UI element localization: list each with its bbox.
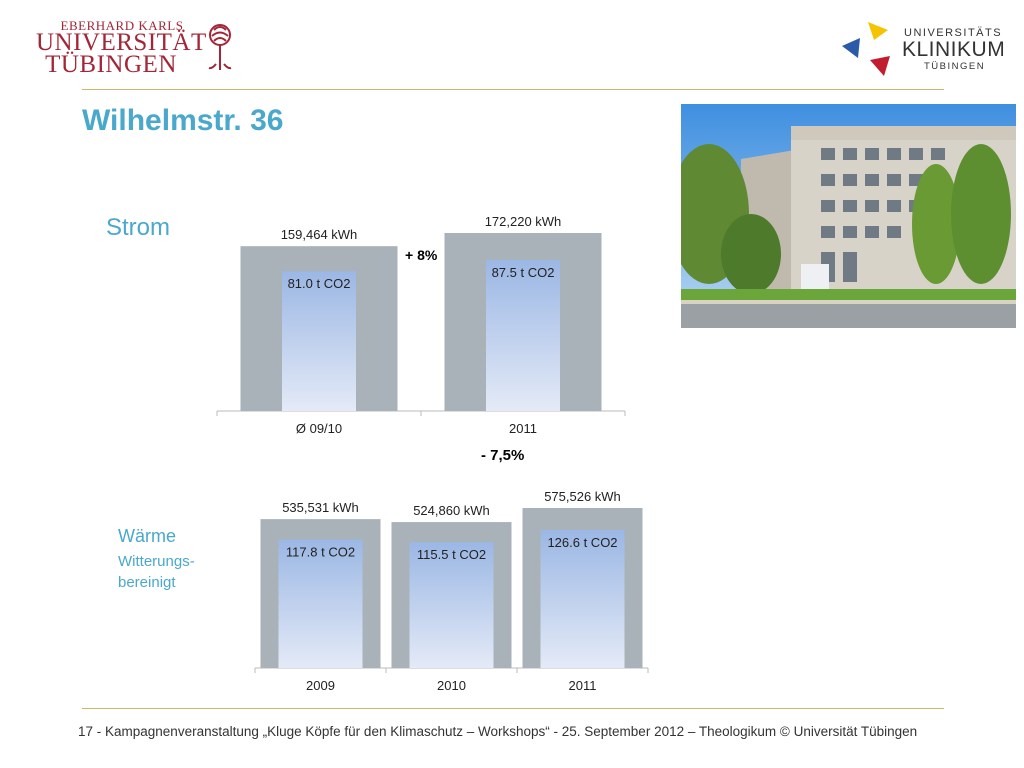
- category-tick-label: 2011: [569, 678, 597, 693]
- header-divider: [82, 89, 944, 90]
- klinikum-logo-line1: UNIVERSITÄTS: [904, 27, 1003, 39]
- co2-bar: [278, 539, 363, 668]
- kwh-data-label: 172,220 kWh: [485, 214, 562, 229]
- waerme-label: Wärme: [118, 526, 176, 546]
- co2-data-label: 87.5 t CO2: [492, 265, 555, 280]
- building-photo: [681, 104, 1016, 328]
- kwh-data-label: 575,526 kWh: [544, 489, 621, 504]
- category-tick-label: 2010: [437, 678, 466, 693]
- co2-bar: [540, 530, 625, 668]
- palm-tree-icon: [208, 24, 232, 70]
- co2-bar: [486, 260, 560, 411]
- kwh-data-label: 159,464 kWh: [281, 227, 358, 242]
- co2-data-label: 117.8 t CO2: [286, 545, 355, 560]
- footer-divider: [82, 708, 944, 709]
- co2-data-label: 81.0 t CO2: [288, 276, 351, 291]
- category-tick-label: 2009: [306, 678, 335, 693]
- kwh-data-label: 535,531 kWh: [282, 500, 359, 515]
- uni-logo-small-text: EBERHARD KARLS: [60, 18, 184, 33]
- klinikum-logo-icon: [842, 22, 890, 76]
- uni-logo-line2: TÜBINGEN: [45, 51, 177, 78]
- klinikum-logo-line2: KLINIKUM: [902, 38, 1006, 61]
- waerme-change-label: - 7,5%: [481, 447, 525, 464]
- page-title: Wilhelmstr. 36: [82, 104, 284, 137]
- co2-bar: [282, 271, 356, 411]
- co2-data-label: 126.6 t CO2: [547, 535, 617, 550]
- category-tick-label: 2011: [509, 421, 537, 436]
- kwh-data-label: 524,860 kWh: [413, 503, 490, 518]
- strom-change-label: + 8%: [405, 247, 438, 263]
- klinikum-logo-line3: TÜBINGEN: [924, 61, 986, 72]
- co2-data-label: 115.5 t CO2: [417, 547, 486, 562]
- category-tick-label: Ø 09/10: [296, 421, 342, 436]
- strom-bar-chart: 159,464 kWh 81.0 t CO2 Ø 09/10 172,220 kWh 8…: [216, 214, 626, 436]
- strom-label: Strom: [106, 214, 171, 241]
- co2-bar: [409, 542, 494, 668]
- waerme-subtitle: Witterungs-bereinigt: [118, 553, 195, 591]
- uni-logo-line1: UNIVERSITÄT: [36, 29, 207, 56]
- waerme-bar-chart: 535,531 kWh 117.8 t CO2 2009 524,860 kWh 115…: [254, 489, 649, 693]
- footer-text: 17 - Kampagnenveranstaltung „Kluge Köpfe…: [78, 724, 918, 739]
